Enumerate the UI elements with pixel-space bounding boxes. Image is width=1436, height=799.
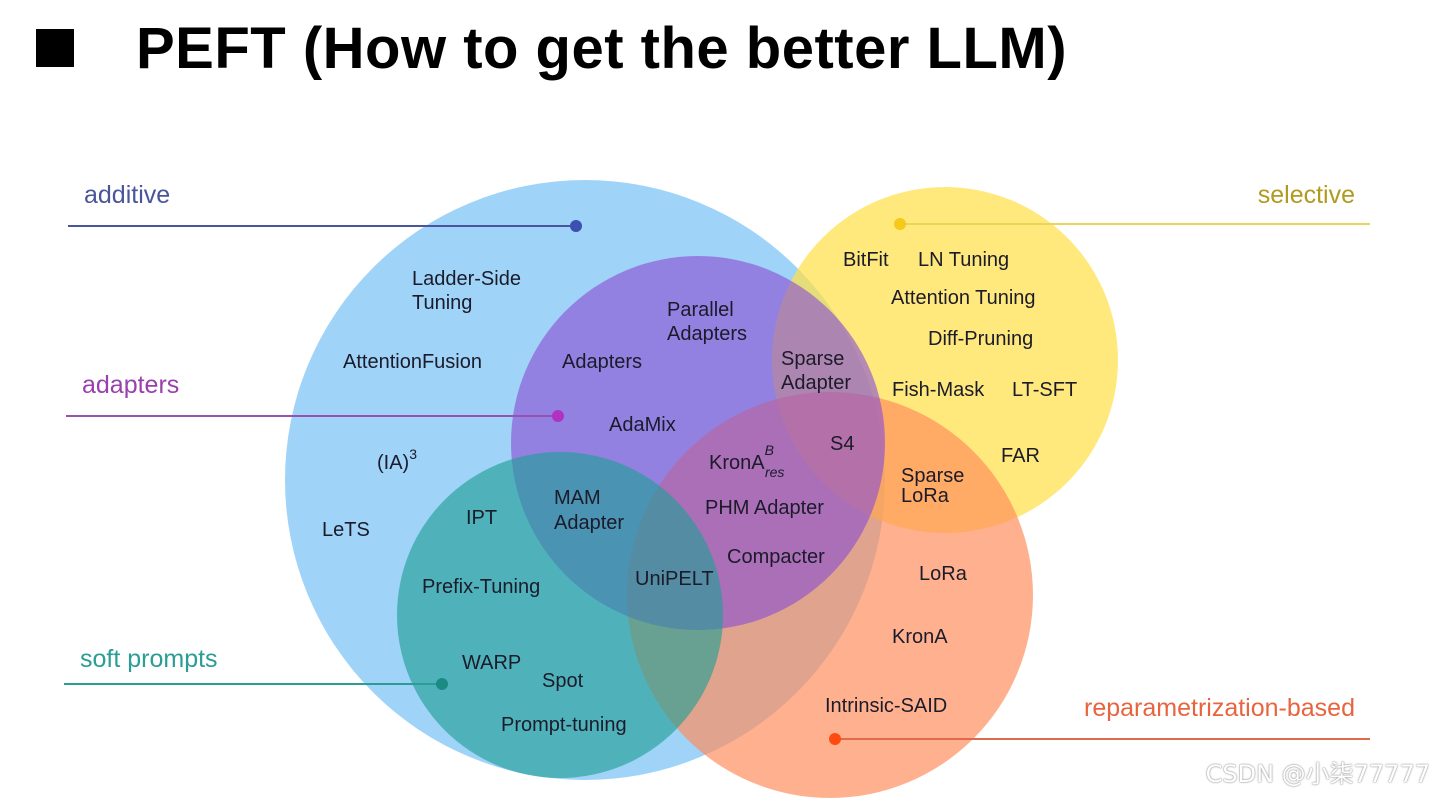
method-ladder-side-line2: Tuning [412, 292, 472, 314]
method-diff-pruning: Diff-Pruning [928, 328, 1033, 350]
category-soft-prompts: soft prompts [80, 645, 218, 673]
method-ladder-side-line1: Ladder-Side [412, 268, 521, 290]
method-sparse-adapter-line1: Sparse [781, 348, 844, 370]
method-lt-sft: LT-SFT [1012, 379, 1077, 401]
page-title: PEFT (How to get the better LLM) [136, 15, 1068, 81]
leader-dot-additive [570, 220, 582, 232]
method-attention-tuning: Attention Tuning [891, 287, 1036, 309]
leader-dot-reparam [829, 733, 841, 745]
method-sparse-adapter-line2: Adapter [781, 372, 851, 394]
method-warp: WARP [462, 652, 521, 674]
method-parallel-adapters-line1: Parallel [667, 299, 734, 321]
method-ln-tuning: LN Tuning [918, 249, 1009, 271]
method-ia3: (IA)3 [377, 446, 417, 474]
method-spot: Spot [542, 670, 584, 692]
square-bullet-icon [36, 29, 74, 67]
category-adapters: adapters [82, 371, 179, 399]
method-ipt: IPT [466, 507, 497, 529]
method-unipelt: UniPELT [635, 568, 714, 590]
method-phm-adapter: PHM Adapter [705, 497, 824, 519]
circle-soft-prompts [397, 452, 723, 778]
method-krona: KronA [892, 626, 948, 648]
watermark: CSDN @小柒77777 [1205, 760, 1430, 788]
leader-dot-selective [894, 218, 906, 230]
method-compacter: Compacter [727, 546, 825, 568]
category-additive: additive [84, 181, 170, 209]
method-intrinsic-said: Intrinsic-SAID [825, 695, 947, 717]
method-krona-res: KronAB res [709, 442, 784, 480]
category-selective: selective [1258, 181, 1355, 209]
method-mam-adapter-line2: Adapter [554, 512, 624, 534]
method-s4: S4 [830, 433, 854, 455]
method-fish-mask: Fish-Mask [892, 379, 985, 401]
method-lora: LoRa [919, 563, 968, 585]
title-bar: PEFT (How to get the better LLM) [36, 8, 1067, 88]
category-reparam: reparametrization-based [1084, 694, 1355, 722]
method-prompt-tuning: Prompt-tuning [501, 714, 627, 736]
method-attention-fusion: AttentionFusion [343, 351, 482, 373]
method-sparse-lora-line1: Sparse [901, 465, 964, 487]
method-adamix: AdaMix [609, 414, 676, 436]
krona-res-subscript: res [765, 464, 784, 480]
method-lets: LeTS [322, 519, 370, 541]
ia3-superscript: 3 [409, 446, 417, 462]
method-bitfit: BitFit [843, 249, 889, 271]
method-sparse-lora-line2: LoRa [901, 485, 950, 507]
leader-dot-soft-prompts [436, 678, 448, 690]
krona-res-superscript: B [765, 442, 774, 458]
method-parallel-adapters-line2: Adapters [667, 323, 747, 345]
method-prefix-tuning: Prefix-Tuning [422, 576, 540, 598]
method-far: FAR [1001, 445, 1040, 467]
method-mam-adapter-line1: MAM [554, 487, 601, 509]
leader-dot-adapters [552, 410, 564, 422]
method-adapters: Adapters [562, 351, 642, 373]
